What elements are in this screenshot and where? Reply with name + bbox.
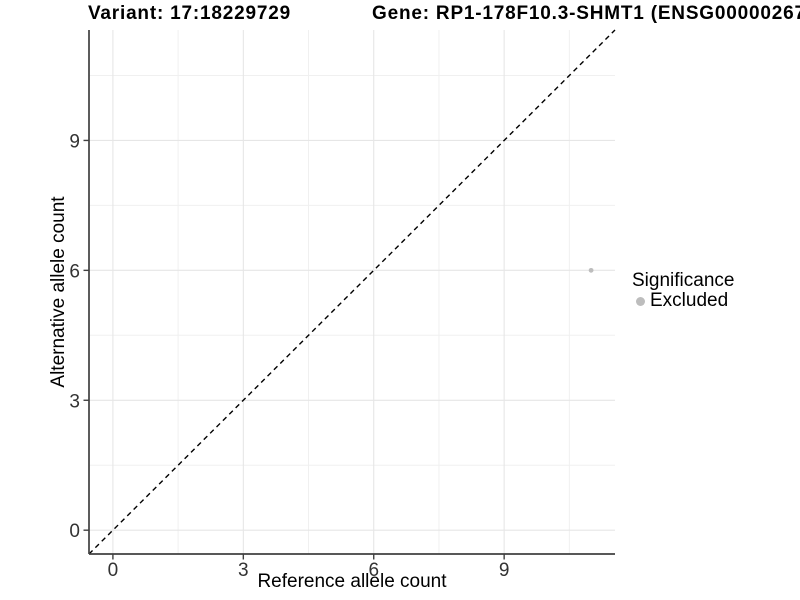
plot-title-gene-clip: Gene: RP1-178F10.3-SHMT1 (ENSG000002673 <box>372 3 800 25</box>
y-axis-title: Alternative allele count <box>48 196 69 388</box>
identity-line <box>88 29 616 555</box>
x-axis-title: Reference allele count <box>257 571 447 592</box>
x-tick-label: 0 <box>108 560 119 581</box>
x-tick-label: 9 <box>499 560 510 581</box>
legend-item-excluded: Excluded <box>632 291 734 311</box>
y-tick-label: 3 <box>69 391 80 412</box>
legend-title: Significance <box>632 270 735 291</box>
plot-title-gene: Gene: RP1-178F10.3-SHMT1 (ENSG000002673 <box>372 3 800 24</box>
plot-title-variant: Variant: 17:18229729 <box>88 3 291 24</box>
x-tick-label: 6 <box>368 560 379 581</box>
x-tick-label: 3 <box>238 560 249 581</box>
legend: Significance Excluded <box>632 270 734 311</box>
legend-item-label: Excluded <box>650 290 729 311</box>
legend-key-dot <box>636 296 645 306</box>
y-tick-label: 9 <box>69 131 80 152</box>
y-tick-label: 0 <box>69 521 80 542</box>
data-point-excluded <box>588 267 594 273</box>
y-tick-label: 6 <box>69 261 80 282</box>
